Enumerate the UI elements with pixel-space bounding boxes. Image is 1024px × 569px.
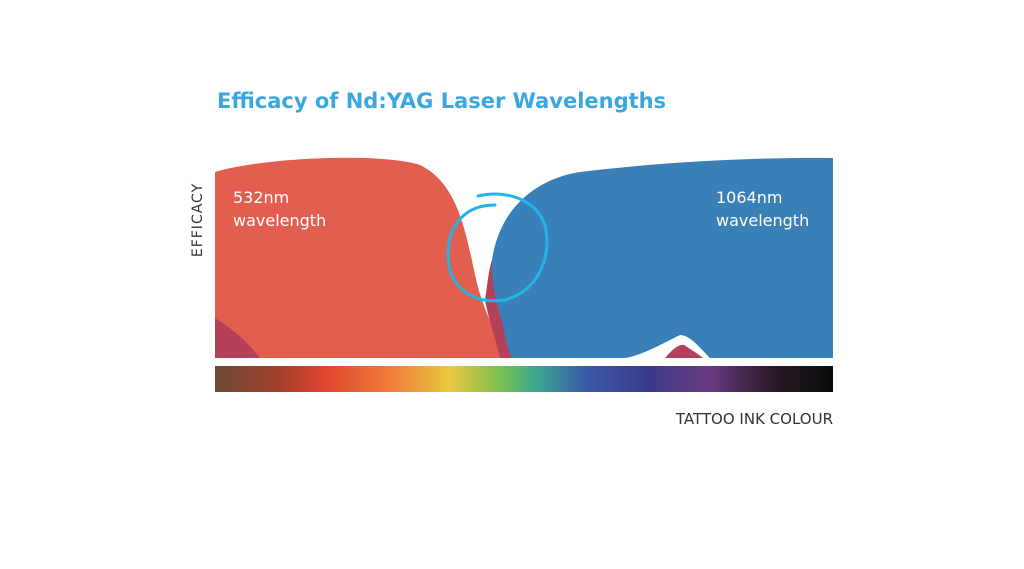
annotation-circle xyxy=(446,192,549,303)
label-line: 532nm xyxy=(233,188,289,207)
title: Efficacy of Nd:YAG Laser Wavelengths xyxy=(217,89,666,113)
y-axis-label: EFFICACY xyxy=(190,183,206,257)
label-line: 1064nm xyxy=(716,188,782,207)
overlap-bump xyxy=(665,344,703,358)
x-axis-label: TATTOO INK COLOUR xyxy=(675,410,833,428)
label-line: wavelength xyxy=(233,211,326,230)
curve-532-shade xyxy=(215,318,260,358)
ink-spectrum xyxy=(215,366,833,392)
overlap xyxy=(485,260,512,358)
label-line: wavelength xyxy=(716,211,809,230)
curve-1064 xyxy=(490,157,833,358)
curve-532 xyxy=(215,157,512,358)
baseline xyxy=(215,358,833,362)
